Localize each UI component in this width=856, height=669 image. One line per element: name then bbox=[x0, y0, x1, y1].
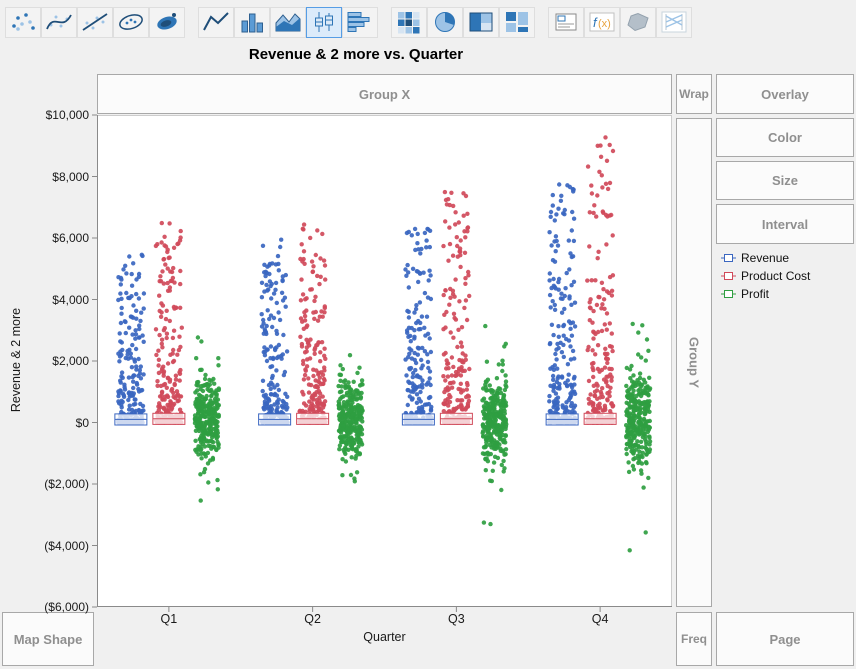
element-treemap-button[interactable] bbox=[463, 6, 499, 38]
legend-label: Revenue bbox=[741, 251, 790, 265]
strip-plot-canvas bbox=[92, 114, 672, 612]
element-contour-button[interactable] bbox=[149, 6, 185, 38]
element-box-plot-button[interactable] bbox=[306, 6, 342, 38]
y-tick-label: $4,000 bbox=[52, 292, 89, 307]
box-plot-icon bbox=[315, 12, 333, 32]
smoother-icon bbox=[46, 14, 72, 30]
drop-zone-page[interactable]: Page bbox=[716, 612, 854, 666]
ellipse-icon bbox=[119, 14, 143, 30]
x-axis: Q1 Q2 Q3 Q4 bbox=[97, 612, 672, 628]
line-of-fit-icon bbox=[82, 13, 108, 31]
x-axis-title[interactable]: Quarter bbox=[363, 630, 406, 644]
element-area-button[interactable] bbox=[270, 6, 306, 38]
bar-icon bbox=[241, 13, 263, 33]
formula-button[interactable]: f (x) bbox=[584, 6, 620, 38]
parallel-plot-button[interactable] bbox=[656, 6, 692, 38]
toolbar-group-extras: f (x) bbox=[548, 6, 692, 38]
graph-title[interactable]: Revenue & 2 more vs. Quarter bbox=[248, 46, 464, 63]
pie-icon bbox=[435, 12, 455, 32]
contour-icon bbox=[157, 13, 177, 30]
y-tick-label: $6,000 bbox=[52, 231, 89, 245]
histogram-icon bbox=[347, 12, 370, 32]
y-tick-label: $0 bbox=[75, 415, 89, 430]
y-tick-label: ($4,000) bbox=[44, 538, 89, 553]
mosaic-icon bbox=[506, 12, 528, 32]
y-tick-label: $8,000 bbox=[52, 169, 89, 184]
treemap-icon bbox=[469, 12, 493, 32]
caption-box-button[interactable] bbox=[548, 6, 584, 38]
legend: Revenue Product Cost Profit bbox=[721, 251, 810, 301]
y-tick-label: ($2,000) bbox=[44, 477, 89, 491]
element-points-button[interactable] bbox=[5, 6, 41, 38]
element-heatmap-button[interactable] bbox=[391, 6, 427, 38]
element-mosaic-button[interactable] bbox=[499, 6, 535, 38]
svg-text:f: f bbox=[593, 15, 598, 30]
line-icon bbox=[203, 12, 229, 31]
legend-item[interactable]: Product Cost bbox=[721, 269, 810, 283]
element-pie-button[interactable] bbox=[427, 6, 463, 38]
legend-label: Product Cost bbox=[741, 269, 811, 283]
legend-item[interactable]: Profit bbox=[721, 287, 810, 301]
x-tick-label: Q4 bbox=[591, 612, 609, 626]
legend-item[interactable]: Revenue bbox=[721, 251, 810, 265]
formula-icon: f (x) bbox=[589, 12, 615, 32]
element-line-of-fit-button[interactable] bbox=[77, 6, 113, 38]
plot-area[interactable] bbox=[92, 114, 672, 612]
drop-zone-interval[interactable]: Interval bbox=[716, 204, 854, 244]
element-line-button[interactable] bbox=[198, 6, 234, 38]
toolbar-group-bars bbox=[198, 6, 378, 38]
svg-text:(x): (x) bbox=[598, 18, 611, 30]
drop-zone-group-y[interactable]: Group Y bbox=[676, 118, 712, 607]
y-axis: $10,000 $8,000 $6,000 $4,000 $2,000 $0 ($2,000… bbox=[0, 108, 92, 614]
element-ellipse-button[interactable] bbox=[113, 6, 149, 38]
box-plot-glyph-icon bbox=[721, 290, 736, 298]
drop-zone-map-shape[interactable]: Map Shape bbox=[2, 612, 94, 666]
legend-label: Profit bbox=[741, 287, 770, 301]
y-tick-label: $2,000 bbox=[52, 354, 89, 368]
drop-zone-overlay[interactable]: Overlay bbox=[716, 74, 854, 114]
toolbar-group-categorical bbox=[391, 6, 535, 38]
x-tick-label: Q2 bbox=[304, 612, 321, 626]
drop-zone-freq[interactable]: Freq bbox=[676, 612, 712, 666]
drop-zone-group-x[interactable]: Group X bbox=[97, 74, 672, 114]
toolbar-group-points bbox=[5, 6, 185, 38]
map-shapes-button[interactable] bbox=[620, 6, 656, 38]
box-plot-glyph-icon bbox=[721, 254, 736, 262]
area-icon bbox=[275, 13, 301, 32]
element-bar-button[interactable] bbox=[234, 6, 270, 38]
heatmap-icon bbox=[398, 12, 420, 34]
parallel-plot-icon bbox=[661, 11, 687, 33]
x-tick-label: Q3 bbox=[448, 612, 465, 626]
map-shapes-icon bbox=[627, 12, 649, 32]
y-tick-label: ($6,000) bbox=[44, 600, 89, 614]
points-icon bbox=[12, 13, 35, 31]
element-toolbar: f (x) bbox=[0, 0, 856, 44]
drop-zone-size[interactable]: Size bbox=[716, 161, 854, 200]
caption-box-icon bbox=[555, 13, 577, 31]
drop-zone-color[interactable]: Color bbox=[716, 118, 854, 157]
box-plot-glyph-icon bbox=[721, 272, 736, 280]
element-histogram-button[interactable] bbox=[342, 6, 378, 38]
element-smoother-button[interactable] bbox=[41, 6, 77, 38]
x-tick-label: Q1 bbox=[160, 612, 178, 626]
drop-zone-wrap[interactable]: Wrap bbox=[676, 74, 712, 114]
y-tick-label: $10,000 bbox=[45, 108, 89, 122]
